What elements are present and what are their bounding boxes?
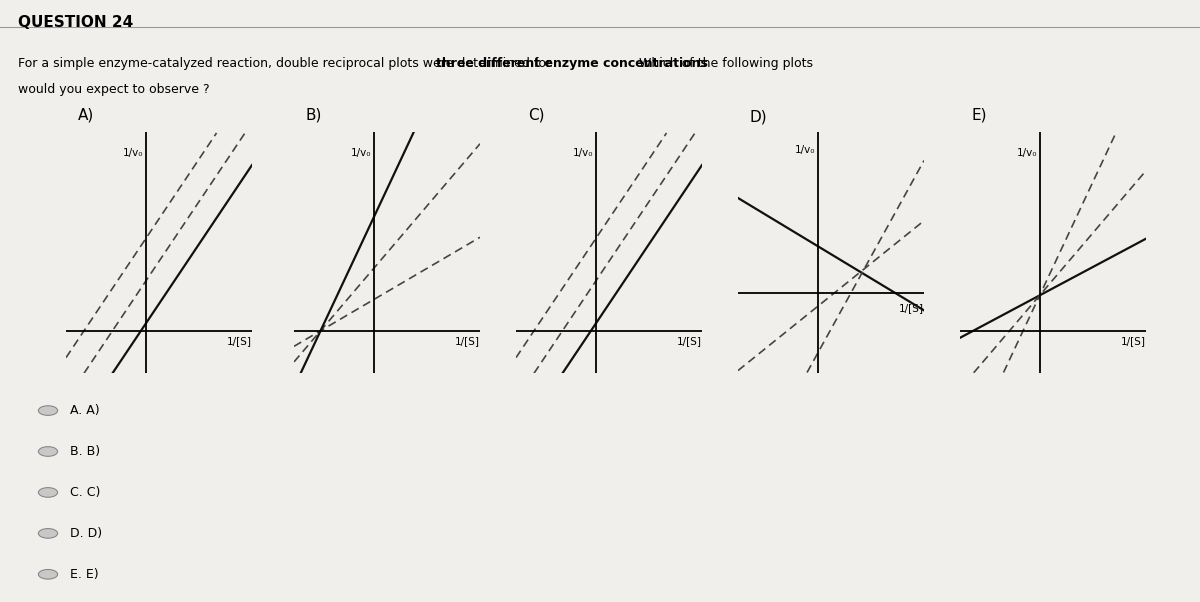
Text: 1/[S]: 1/[S] (227, 336, 252, 346)
Text: C. C): C. C) (70, 486, 100, 499)
Text: B): B) (306, 108, 323, 123)
Text: 1/[S]: 1/[S] (677, 336, 702, 346)
Text: B. B): B. B) (70, 445, 100, 458)
Text: C): C) (528, 108, 545, 123)
Text: 1/v₀: 1/v₀ (350, 148, 371, 158)
Text: 1/v₀: 1/v₀ (572, 148, 593, 158)
Text: 1/v₀: 1/v₀ (122, 148, 143, 158)
Text: 1/[S]: 1/[S] (1121, 336, 1146, 346)
Text: 1/v₀: 1/v₀ (794, 145, 815, 155)
Text: A): A) (78, 108, 95, 123)
Text: . Which of the following plots: . Which of the following plots (631, 57, 814, 70)
Text: QUESTION 24: QUESTION 24 (18, 15, 133, 30)
Text: D. D): D. D) (70, 527, 102, 540)
Text: D): D) (750, 110, 768, 125)
Text: 1/v₀: 1/v₀ (1016, 148, 1037, 158)
Text: 1/[S]: 1/[S] (899, 303, 924, 312)
Text: E. E): E. E) (70, 568, 98, 581)
Text: 1/[S]: 1/[S] (455, 336, 480, 346)
Text: three different enzyme concentrations: three different enzyme concentrations (436, 57, 708, 70)
Text: E): E) (972, 108, 988, 123)
Text: For a simple enzyme-catalyzed reaction, double reciprocal plots were determined : For a simple enzyme-catalyzed reaction, … (18, 57, 556, 70)
Text: A. A): A. A) (70, 404, 100, 417)
Text: would you expect to observe ?: would you expect to observe ? (18, 83, 210, 96)
